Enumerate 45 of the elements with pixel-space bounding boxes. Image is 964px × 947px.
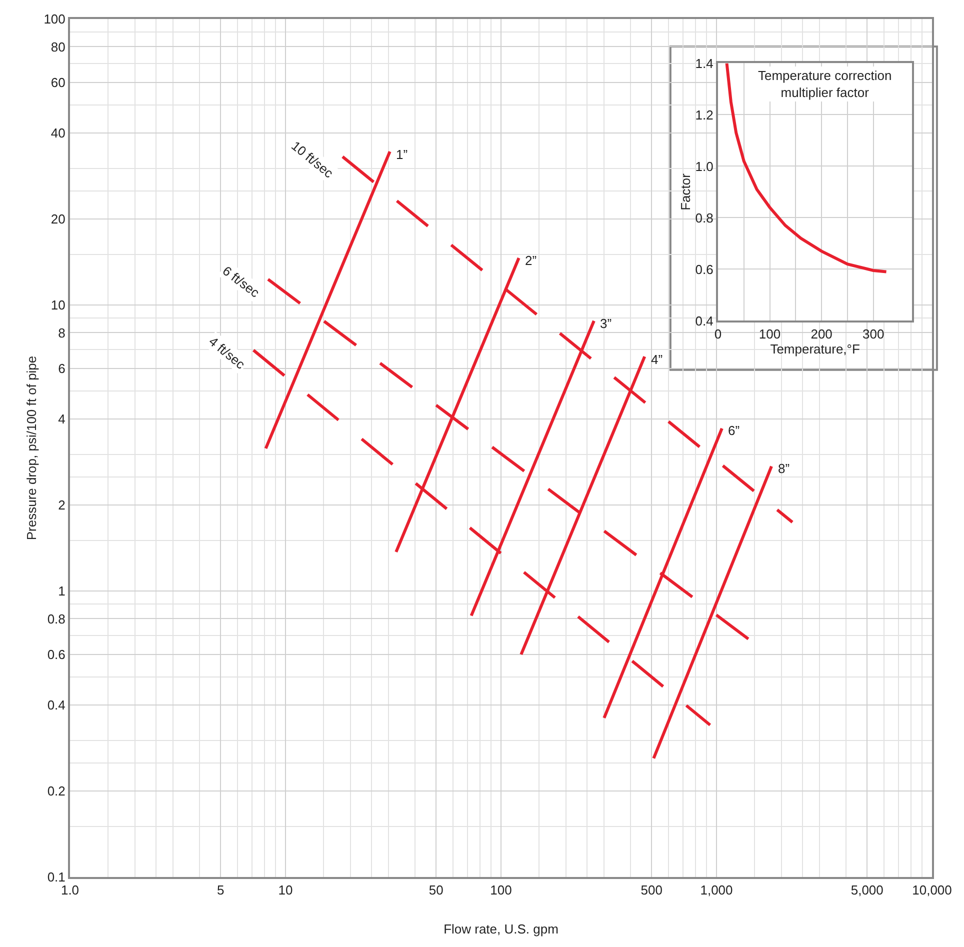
y-tick-label: 0.4 xyxy=(695,313,714,328)
y-tick-label: 60 xyxy=(50,75,66,90)
y-tick-label: 2 xyxy=(58,497,66,512)
x-tick-label: 100 xyxy=(758,326,781,342)
y-tick-label: 20 xyxy=(50,211,66,226)
y-tick-label: 8 xyxy=(58,325,66,340)
y-tick-label: 4 xyxy=(58,411,66,426)
x-tick-label: 10 xyxy=(278,882,293,898)
x-tick-label: 10,000 xyxy=(912,882,952,898)
y-tick-label: 1.0 xyxy=(695,158,714,174)
text: Temperature correction multiplier factor xyxy=(758,68,892,100)
y-tick-label: 1 xyxy=(58,584,66,599)
y-tick-label: 0.8 xyxy=(47,611,66,626)
y-tick-label: 0.6 xyxy=(47,647,66,662)
x-tick-label: 500 xyxy=(640,882,662,898)
y-tick-label: 100 xyxy=(44,12,66,27)
series-label: 4” xyxy=(651,352,663,367)
x-axis-title: Flow rate, U.S. gpm xyxy=(444,922,558,937)
series-label: 8” xyxy=(778,461,790,476)
x-tick-label: 1,000 xyxy=(700,882,733,898)
x-tick-label: 0 xyxy=(714,326,722,342)
series-label: 1” xyxy=(396,147,408,162)
y-tick-label: 80 xyxy=(50,39,66,54)
y-tick-label: 10 xyxy=(50,298,66,313)
y-tick-label: 0.8 xyxy=(695,210,714,226)
x-tick-label: 50 xyxy=(428,882,444,898)
y-tick-label: 0.1 xyxy=(47,870,66,885)
y-tick-label: 6 xyxy=(58,361,66,376)
x-tick-label: 5 xyxy=(217,882,224,898)
y-tick-label: 0.6 xyxy=(695,262,714,277)
y-tick-label: 1.4 xyxy=(695,56,714,71)
y-tick-label: 1.2 xyxy=(695,107,714,122)
x-tick-label: 100 xyxy=(490,882,512,898)
y-axis-title: Factor xyxy=(678,172,693,210)
series-label: 2” xyxy=(525,253,537,268)
y-axis-title: Pressure drop, psi/100 ft of pipe xyxy=(24,356,40,540)
y-tick-label: 40 xyxy=(50,125,66,140)
y-tick-label: 0.4 xyxy=(47,697,66,712)
x-tick-label: 5,000 xyxy=(850,882,884,898)
series-label: 3” xyxy=(600,316,612,331)
y-tick-label: 0.2 xyxy=(47,783,66,798)
x-tick-label: 200 xyxy=(810,326,832,342)
x-axis-title: Temperature,°F xyxy=(770,341,860,356)
series-label: 6” xyxy=(728,423,740,438)
x-tick-label: 300 xyxy=(862,326,884,342)
